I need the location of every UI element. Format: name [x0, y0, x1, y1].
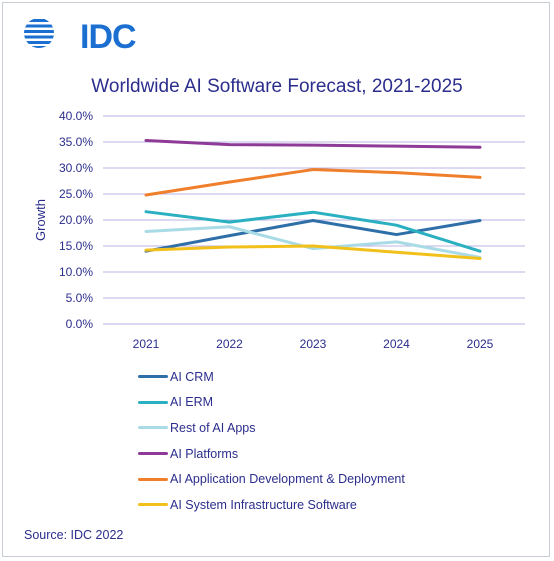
legend-label: AI ERM: [170, 395, 214, 410]
y-tick-label: 30.0%: [59, 161, 93, 175]
legend-swatch: [138, 375, 168, 379]
y-tick-label: 15.0%: [59, 239, 93, 253]
series-line-ai-application-development-deployment: [144, 168, 482, 197]
legend-swatch: [138, 477, 168, 481]
legend-item: Rest of AI Apps: [138, 415, 405, 441]
x-tick-labels: 2021 2022 2023 2024 2025: [133, 337, 494, 351]
x-tick-label: 2023: [300, 337, 327, 351]
y-tick-label: 25.0%: [59, 187, 93, 201]
source-note: Source: IDC 2022: [24, 528, 124, 542]
y-tick-label: 10.0%: [59, 265, 93, 279]
y-tick-label: 20.0%: [59, 213, 93, 227]
legend-item: AI Platforms: [138, 441, 405, 467]
legend-swatch: [138, 400, 168, 404]
idc-logo: IDC: [22, 10, 137, 56]
series-line-rest-of-ai-apps: [144, 225, 482, 259]
legend-label: AI Application Development & Deployment: [170, 472, 405, 487]
legend-item: AI ERM: [138, 390, 405, 416]
y-tick-label: 35.0%: [59, 135, 93, 149]
x-tick-label: 2021: [133, 337, 160, 351]
y-tick-labels: 0.0% 5.0% 10.0% 15.0% 20.0% 25.0% 30.0% 35.0% 40…: [59, 109, 93, 331]
legend-label: AI Platforms: [170, 446, 239, 461]
series-line-ai-crm: [144, 219, 482, 253]
legend-item: AI System Infrastructure Software: [138, 492, 405, 518]
legend-label: Rest of AI Apps: [170, 420, 256, 435]
idc-globe-icon: [24, 19, 54, 48]
x-tick-label: 2022: [216, 337, 243, 351]
series-lines: [144, 138, 482, 260]
x-tick-label: 2025: [467, 337, 494, 351]
y-tick-label: 0.0%: [66, 317, 94, 331]
chart-title: Worldwide AI Software Forecast, 2021-202…: [91, 76, 463, 97]
legend-label: AI System Infrastructure Software: [170, 497, 357, 512]
y-axis-label: Growth: [33, 199, 48, 241]
x-tick-label: 2024: [383, 337, 410, 351]
idc-logo-text: IDC: [80, 18, 137, 56]
legend-item: AI CRM: [138, 364, 405, 390]
chart-legend: AI CRM AI ERM Rest of AI Apps AI Platforms A…: [138, 364, 405, 518]
series-line-ai-system-infrastructure-software: [144, 244, 482, 260]
series-line-ai-erm: [144, 210, 482, 253]
chart-card: [2, 2, 550, 557]
legend-swatch: [138, 452, 168, 456]
line-chart: 0.0% 5.0% 10.0% 15.0% 20.0% 25.0% 30.0% 35.0% 40…: [33, 109, 525, 351]
legend-swatch: [138, 503, 168, 507]
y-tick-label: 5.0%: [66, 291, 94, 305]
legend-label: AI CRM: [170, 369, 214, 384]
legend-item: AI Application Development & Deployment: [138, 466, 405, 492]
y-tick-label: 40.0%: [59, 109, 93, 123]
series-line-ai-platforms: [144, 138, 482, 149]
legend-swatch: [138, 426, 168, 430]
